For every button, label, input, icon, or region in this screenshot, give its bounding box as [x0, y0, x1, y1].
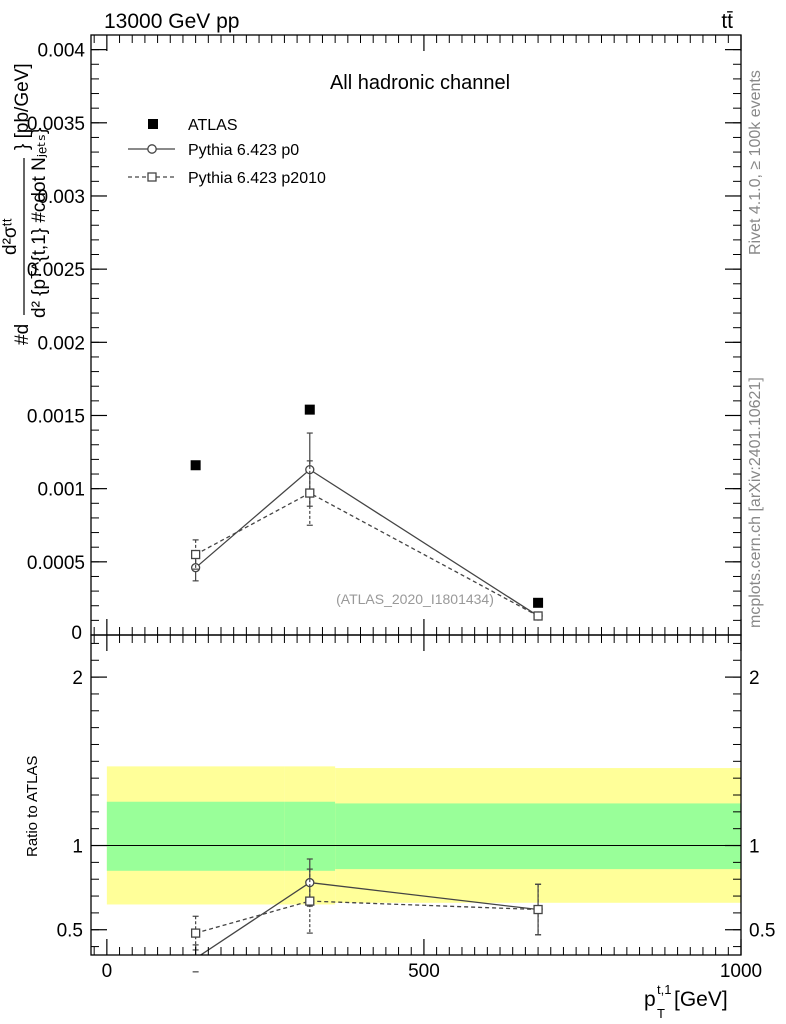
main-ytick-zero-label: 0 — [71, 623, 82, 644]
xlabel-unit: [GeV] — [674, 988, 728, 1011]
ylabel-part-hash-d: #d — [12, 324, 33, 345]
main-title: All hadronic channel — [330, 72, 510, 94]
header-right-label: tt̄ — [721, 10, 733, 33]
xtick-label-0: 0 — [102, 961, 113, 982]
legend-marker-p0 — [147, 144, 157, 154]
ratio-ytick-label-2: 2 — [72, 668, 83, 689]
main-ytick-label-0: 0.0005 — [27, 553, 85, 574]
main-series-0-point-0 — [190, 460, 201, 471]
main-ytick-label-1: 0.001 — [37, 480, 85, 501]
band-inner-2 — [335, 803, 741, 870]
ratio-ytick-label-0: 0.5 — [57, 921, 83, 942]
ratio-ytick-label-1: 1 — [72, 837, 83, 858]
ratio-ytick-label-right-0: 0.5 — [749, 921, 775, 942]
ratio-y-axis-label: Ratio to ATLAS — [24, 756, 41, 857]
main-series-2-point-2 — [533, 611, 543, 621]
ratio-ytick-label-right-2: 2 — [749, 668, 760, 689]
ylabel-part-numerator: d²σᵗᵗ — [0, 218, 21, 255]
ratio-series-1-point-0 — [190, 928, 201, 938]
band-inner-0 — [106, 801, 285, 871]
main-series-2-point-1 — [305, 488, 315, 498]
main-series-0-point-1 — [304, 404, 315, 415]
ratio-series-group — [190, 858, 543, 973]
xtick-label-2: 1000 — [720, 961, 762, 982]
legend-marker-atlas — [148, 119, 158, 129]
header-left-label: 13000 GeV pp — [104, 10, 239, 33]
main-series-2-point-0 — [190, 549, 201, 560]
main-ytick-label-3: 0.002 — [37, 333, 85, 354]
side-label-bottom: mcplots.cern.ch [arXiv:2401.10621] — [747, 377, 764, 628]
main-y-axis-label: #d d²σᵗᵗ d² {pᵀ^{t,1} #cdot Nⱼₑₜₛ} } [pb… — [0, 63, 50, 345]
ylabel-part-units: } [pb/GeV] — [12, 63, 33, 150]
axis-ticks: 0.0005 0.001 0.0015 0.002 0.0025 0.003 0.0035 0… — [27, 34, 775, 982]
main-ytick-label-5: 0.003 — [37, 187, 85, 208]
main-series-0-point-2 — [533, 597, 544, 608]
xlabel-sub: T — [657, 1006, 665, 1021]
main-ytick-label-2: 0.0015 — [27, 406, 85, 427]
ylabel-part-denominator: d² {pᵀ^{t,1} #cdot Nⱼₑₜₛ} — [29, 128, 50, 318]
legend-label-atlas: ATLAS — [188, 117, 238, 134]
uncertainty-bands — [106, 766, 741, 905]
main-ytick-label-6: 0.0035 — [27, 114, 85, 135]
legend-label-p2010: Pythia 6.423 p2010 — [188, 170, 326, 187]
xtick-label-1: 500 — [408, 961, 440, 982]
legend: ATLAS Pythia 6.423 p0 Pythia 6.423 p2010 — [128, 117, 326, 187]
main-ytick-label-7: 0.004 — [37, 41, 85, 62]
main-ytick-label-4: 0.0025 — [27, 260, 85, 281]
ratio-series-1-point-1 — [305, 896, 315, 906]
ratio-ytick-label-right-1: 1 — [749, 837, 760, 858]
side-label-top: Rivet 4.1.0, ≥ 100k events — [747, 70, 764, 255]
watermark: (ATLAS_2020_I1801434) — [336, 591, 494, 607]
xlabel-p: p — [644, 988, 656, 1011]
ratio-series-1-line — [195, 900, 539, 934]
main-series-group — [190, 404, 544, 621]
legend-label-p0: Pythia 6.423 p0 — [188, 142, 299, 159]
x-axis-label: p t,1 T [GeV] — [644, 982, 728, 1021]
legend-marker-p2010 — [147, 172, 157, 182]
xlabel-sup: t,1 — [657, 982, 671, 997]
ratio-series-1-point-2 — [533, 904, 543, 915]
